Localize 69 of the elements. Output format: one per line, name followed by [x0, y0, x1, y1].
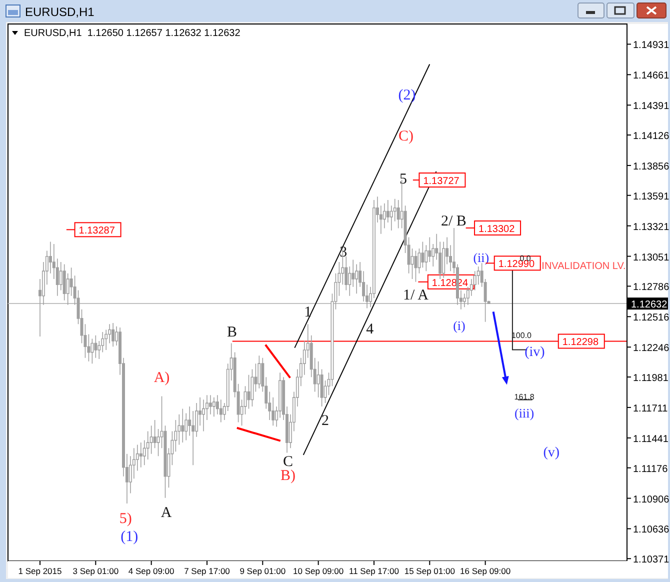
x-tick-label: 7 Sep 17:00: [184, 566, 230, 576]
chart-title: EURUSD,H1: [25, 5, 95, 19]
y-tick-label: 1.13051: [633, 252, 670, 264]
annotation: 3: [340, 244, 348, 261]
candlestick: [219, 399, 222, 423]
ref-line-label: 1.12298: [562, 337, 599, 348]
annotation: 2/ B: [440, 214, 466, 230]
annotation: A): [154, 370, 170, 386]
y-tick-label: 1.13591: [633, 191, 670, 202]
candlestick: [139, 442, 142, 468]
y-tick-label: 1.10371: [633, 554, 670, 566]
annotation: 2: [322, 412, 330, 429]
x-tick-label: 9 Sep 01:00: [240, 566, 286, 576]
annotation: C): [398, 128, 414, 144]
x-tick-label: 4 Sep 09:00: [128, 566, 175, 576]
annotation: (i): [453, 318, 466, 334]
y-tick-label: 1.13856: [633, 161, 670, 172]
candlestick: [442, 241, 446, 278]
x-tick-label: 10 Sep 09:00: [293, 566, 344, 576]
annotation: A: [160, 505, 172, 522]
y-tick-label: 1.12786: [633, 282, 670, 294]
y-tick-label: 1.12516: [633, 312, 670, 324]
candlestick: [202, 399, 206, 432]
annotation: C: [283, 454, 294, 470]
annotation: 4: [366, 322, 374, 338]
y-tick-label: 1.11711: [633, 403, 668, 414]
x-tick-label: 15 Sep 01:00: [404, 566, 456, 576]
annotation: 1.13727: [423, 176, 460, 188]
annotation: B: [227, 324, 238, 341]
annotation: (1): [120, 529, 138, 546]
annotation: 1/ A: [403, 288, 429, 304]
chart-subtitle: EURUSD,H1 1.12650 1.12657 1.12632 1.12632: [24, 28, 241, 39]
annotation: (iii): [514, 405, 534, 420]
y-tick-label: 1.14391: [633, 101, 670, 112]
candlestick: [355, 264, 358, 294]
candlestick: [212, 397, 216, 417]
annotation: (v): [543, 445, 560, 460]
y-tick-label: 1.11176: [633, 464, 668, 475]
y-tick-label: 1.10636: [633, 524, 670, 536]
y-tick-label: 1.12246: [633, 343, 670, 354]
annotation: 5: [399, 171, 407, 188]
ref-line-label: 1.12632: [631, 300, 668, 311]
y-tick-label: 1.10906: [633, 494, 670, 506]
candlestick: [258, 355, 261, 389]
y-tick-label: 1.11441: [633, 434, 669, 445]
annotation: (ii): [473, 250, 490, 266]
y-tick-label: 1.14126: [633, 131, 670, 142]
annotation: 5): [119, 511, 132, 528]
annotation: 1.13287: [78, 226, 116, 237]
annotation: 1: [304, 304, 312, 321]
x-tick-label: 11 Sep 17:00: [349, 566, 400, 576]
y-tick-label: 1.14931: [633, 40, 670, 52]
y-tick-label: 1.13321: [633, 222, 670, 233]
annotation: 1.13302: [478, 224, 516, 235]
x-tick-label: 16 Sep 09:00: [460, 566, 511, 576]
x-tick-label: 3 Sep 01:00: [72, 566, 119, 576]
annotation: INVALIDATION LV.: [542, 261, 626, 272]
candlestick: [414, 250, 418, 282]
candlestick: [181, 408, 184, 443]
annotation: 161.8: [514, 392, 535, 402]
annotation: (iv): [524, 345, 546, 360]
candlestick: [90, 338, 94, 364]
candlestick: [62, 264, 66, 301]
annotation: B): [280, 468, 296, 484]
annotation: (2): [398, 87, 416, 104]
y-tick-label: 1.11981: [633, 373, 669, 384]
candlestick: [112, 322, 115, 348]
y-tick-label: 1.14661: [633, 70, 670, 82]
x-tick-label: 1 Sep 2015: [18, 566, 62, 576]
